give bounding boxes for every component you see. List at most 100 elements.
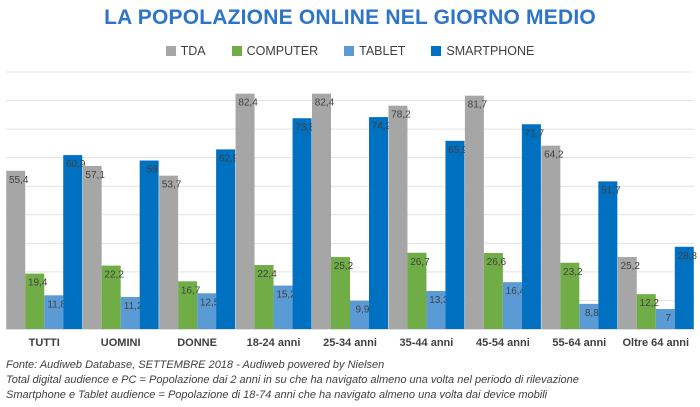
- data-label: 53,7: [162, 180, 182, 191]
- bar-computer: [101, 265, 121, 329]
- bar-smartphone: [521, 124, 541, 329]
- data-label: 64,2: [544, 150, 564, 161]
- legend-item-computer: COMPUTER: [231, 44, 319, 58]
- bar-tablet: [197, 293, 217, 329]
- data-label: 78,2: [391, 110, 411, 121]
- category-label: Oltre 64 anni: [622, 337, 689, 349]
- bar-computer: [636, 294, 656, 329]
- data-label: 60,9: [66, 159, 86, 170]
- category-label: UOMINI: [101, 337, 141, 349]
- bar-tda: [312, 93, 331, 329]
- data-label: 55,4: [9, 175, 29, 186]
- data-label: 26,7: [410, 257, 430, 268]
- data-label: 16,7: [181, 285, 201, 296]
- source-note: Fonte: Audiweb Database, SETTEMBRE 2018 …: [6, 359, 385, 371]
- bar-computer: [560, 262, 580, 329]
- bar-tda: [541, 145, 561, 329]
- legend-label-tda: TDA: [180, 44, 206, 58]
- data-label: 59: [147, 165, 159, 176]
- data-label: 82,4: [238, 98, 258, 109]
- legend-swatch-computer: [231, 46, 242, 56]
- legend-item-tda: TDA: [165, 44, 206, 58]
- bar-computer: [254, 265, 274, 329]
- bar-tda: [235, 93, 255, 329]
- bar-computer: [331, 257, 350, 329]
- data-label: 16,4: [506, 286, 526, 297]
- bar-tda: [617, 257, 637, 329]
- bar-chart: 55,4 19,4 11,8 60,9 TUTTI 57,1 22,2 11,2 59 UOMIN…: [6, 71, 698, 349]
- bar-smartphone: [674, 246, 694, 329]
- data-label: 22,4: [257, 269, 277, 280]
- bar-smartphone: [445, 140, 465, 329]
- data-label: 28,8: [678, 251, 698, 262]
- data-label: 65,9: [448, 145, 468, 156]
- bar-computer: [407, 252, 427, 329]
- data-label: 71,7: [525, 128, 545, 139]
- legend-swatch-smartphone: [431, 46, 442, 56]
- bar-tablet: [44, 295, 64, 329]
- category-label: DONNE: [177, 337, 217, 349]
- data-label: 25,2: [334, 261, 354, 272]
- data-label: 11,2: [124, 301, 143, 312]
- category-label: 25-34 anni: [323, 337, 377, 349]
- definition-note-pc: Total digital audience e PC = Popolazion…: [6, 374, 579, 386]
- data-label: 26,6: [487, 257, 507, 268]
- bar-tablet: [655, 309, 675, 329]
- data-label: 62,9: [219, 153, 239, 164]
- bar-tablet: [502, 282, 522, 329]
- legend-label-tablet: TABLET: [359, 44, 406, 58]
- definition-note-mobile: Smartphone e Tablet audience = Popolazio…: [6, 389, 548, 401]
- data-label: 11,8: [47, 299, 66, 310]
- data-label: 73,8: [295, 122, 315, 133]
- chart-legend: TDA COMPUTER TABLET SMARTPHONE: [0, 44, 700, 58]
- data-label: 57,1: [85, 170, 105, 181]
- bar-computer: [25, 273, 45, 329]
- data-label: 23,2: [563, 267, 583, 278]
- bar-tda: [159, 175, 179, 329]
- data-label: 19,4: [28, 278, 48, 289]
- bar-tablet: [273, 285, 293, 329]
- data-label: 15,2: [276, 290, 296, 301]
- legend-label-smartphone: SMARTPHONE: [446, 44, 535, 58]
- bar-tablet: [579, 303, 599, 329]
- data-label: 9,9: [356, 305, 370, 316]
- bar-smartphone: [292, 118, 312, 329]
- data-label: 74,2: [372, 121, 392, 132]
- bar-smartphone: [369, 117, 388, 330]
- category-label: 55-64 anni: [552, 337, 606, 349]
- bar-computer: [178, 281, 198, 329]
- data-label: 12,2: [640, 298, 660, 309]
- bar-tablet: [120, 297, 140, 329]
- legend-item-tablet: TABLET: [344, 44, 405, 58]
- bar-tda: [6, 170, 26, 329]
- data-label: 8,8: [585, 308, 599, 319]
- bar-tablet: [350, 300, 369, 329]
- legend-swatch-tda: [165, 46, 176, 56]
- category-label: 18-24 anni: [247, 337, 301, 349]
- legend-label-computer: COMPUTER: [246, 44, 319, 58]
- bar-tda: [388, 105, 408, 329]
- data-label: 25,2: [621, 261, 641, 272]
- data-label: 7: [665, 313, 671, 324]
- data-label: 82,4: [315, 98, 335, 109]
- data-label: 81,7: [468, 100, 488, 111]
- bar-smartphone: [598, 181, 618, 329]
- data-label: 22,2: [104, 270, 124, 281]
- bar-smartphone: [63, 155, 83, 329]
- legend-item-smartphone: SMARTPHONE: [431, 44, 534, 58]
- bar-computer: [483, 253, 503, 329]
- category-label: 45-54 anni: [476, 337, 530, 349]
- bar-tablet: [426, 291, 446, 329]
- chart-title: LA POPOLAZIONE ONLINE NEL GIORNO MEDIO: [104, 6, 596, 29]
- category-label: 35-44 anni: [400, 337, 454, 349]
- legend-swatch-tablet: [344, 46, 355, 56]
- data-label: 13,3: [429, 295, 449, 306]
- bar-smartphone: [139, 160, 159, 329]
- category-label: TUTTI: [29, 337, 60, 349]
- chart-notes: Fonte: Audiweb Database, SETTEMBRE 2018 …: [6, 358, 696, 403]
- data-label: 51,7: [601, 185, 621, 196]
- data-label: 12,5: [200, 297, 220, 308]
- bar-smartphone: [216, 149, 236, 329]
- bar-tda: [82, 165, 102, 329]
- bar-tda: [464, 95, 484, 329]
